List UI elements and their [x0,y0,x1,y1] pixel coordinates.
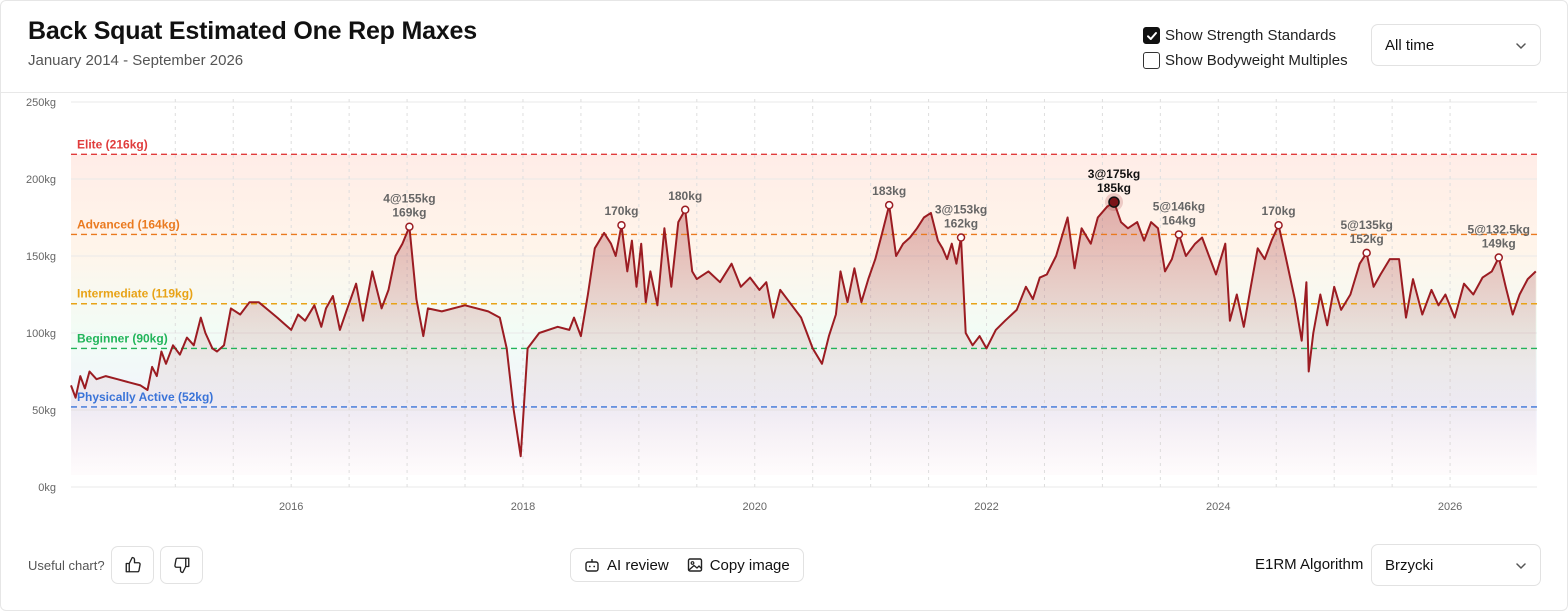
y-tick-label: 100kg [26,328,56,340]
x-tick-label: 2024 [1206,501,1230,513]
standard-label: Intermediate (119kg) [77,287,193,301]
show-bodyweight-multiples-toggle[interactable]: Show Bodyweight Multiples [1143,48,1348,73]
chart-actions: AI review Copy image [570,548,804,582]
pr-marker [680,205,690,215]
x-tick-label: 2016 [279,501,303,513]
e1rm-area-fill [71,202,1536,475]
checkbox-unchecked-icon[interactable] [1143,52,1160,69]
pr-label: 183kg [872,184,906,198]
pr-label: 5@146kg [1153,199,1205,213]
checkbox-checked-icon[interactable] [1143,27,1160,44]
pr-marker [1108,196,1120,208]
robot-icon [585,559,599,572]
pr-marker [617,220,626,230]
pr-marker [405,222,414,231]
show-bodyweight-multiples-label: Show Bodyweight Multiples [1165,52,1348,69]
standard-label: Elite (216kg) [77,137,148,151]
thumbs-up-icon [125,556,141,573]
e1rm-algorithm-label: E1RM Algorithm [1255,556,1364,573]
display-options: Show Strength Standards Show Bodyweight … [1143,23,1348,73]
chart-date-range: January 2014 - September 2026 [28,52,244,69]
x-tick-label: 2020 [743,501,767,513]
pr-label: 5@135kg [1340,218,1392,232]
y-tick-label: 250kg [26,97,56,109]
pr-marker [956,233,966,242]
x-tick-label: 2026 [1438,501,1462,513]
ai-review-label: AI review [607,556,669,574]
pr-label: 162kg [944,217,978,231]
pr-label: 3@175kg [1088,167,1140,181]
pr-label: 170kg [604,204,638,218]
copy-image-label: Copy image [709,556,790,574]
pr-marker [1362,248,1371,258]
pr-marker [1494,253,1504,262]
image-icon [687,558,702,572]
pr-marker [884,200,894,210]
e1rm-algorithm-value: Brzycki [1385,556,1434,574]
time-range-value: All time [1385,36,1435,54]
pr-label: 164kg [1162,213,1196,227]
pr-label: 185kg [1097,181,1131,195]
chart-header: Back Squat Estimated One Rep Maxes Janua… [1,1,1567,93]
y-tick-label: 50kg [32,405,56,417]
time-range-select[interactable]: All time [1371,24,1541,66]
thumbs-up-button[interactable] [111,546,154,584]
chart-title: Back Squat Estimated One Rep Maxes [28,17,477,45]
show-strength-standards-toggle[interactable]: Show Strength Standards [1143,23,1348,48]
copy-image-button[interactable]: Copy image [682,549,795,581]
strength-standard-lines: Elite (216kg) Advanced (164kg) Intermediat… [71,137,1537,408]
show-strength-standards-label: Show Strength Standards [1165,27,1336,44]
pr-label: 170kg [1262,204,1296,218]
pr-label: 169kg [392,206,426,220]
pr-label: 4@155kg [383,192,435,206]
pr-label: 152kg [1350,232,1384,246]
pr-marker [1274,220,1283,230]
chevron-down-icon [1516,43,1526,50]
x-tick-label: 2018 [511,501,535,513]
pr-label: 180kg [668,189,702,203]
y-tick-label: 150kg [26,251,56,263]
chevron-down-icon [1516,563,1526,570]
standard-label: Beginner (90kg) [77,331,168,345]
pr-label: 3@153kg [935,203,987,217]
thumbs-down-icon [173,557,189,574]
pr-marker [1174,230,1184,239]
ai-review-button[interactable]: AI review [579,549,674,581]
y-tick-label: 0kg [38,482,56,494]
y-tick-label: 200kg [26,174,56,186]
x-tick-label: 2022 [974,501,998,513]
x-axis: 2016 2018 2020 2022 2024 2026 [279,501,1462,513]
y-axis: 0kg 50kg 100kg 150kg 200kg 250kg [26,97,56,494]
pr-label: 5@132.5kg [1468,223,1530,237]
standard-label: Physically Active (52kg) [77,390,213,404]
e1rm-algorithm-select[interactable]: Brzycki [1371,544,1541,586]
e1rm-series-line [70,201,1537,458]
e1rm-line-chart: 0kg 50kg 100kg 150kg 200kg 250kg 2016 2018 2020… [26,97,1537,513]
standard-label: Advanced (164kg) [77,217,180,231]
pr-label: 149kg [1482,237,1516,251]
thumbs-down-button[interactable] [160,546,203,584]
useful-chart-label: Useful chart? [28,558,105,573]
